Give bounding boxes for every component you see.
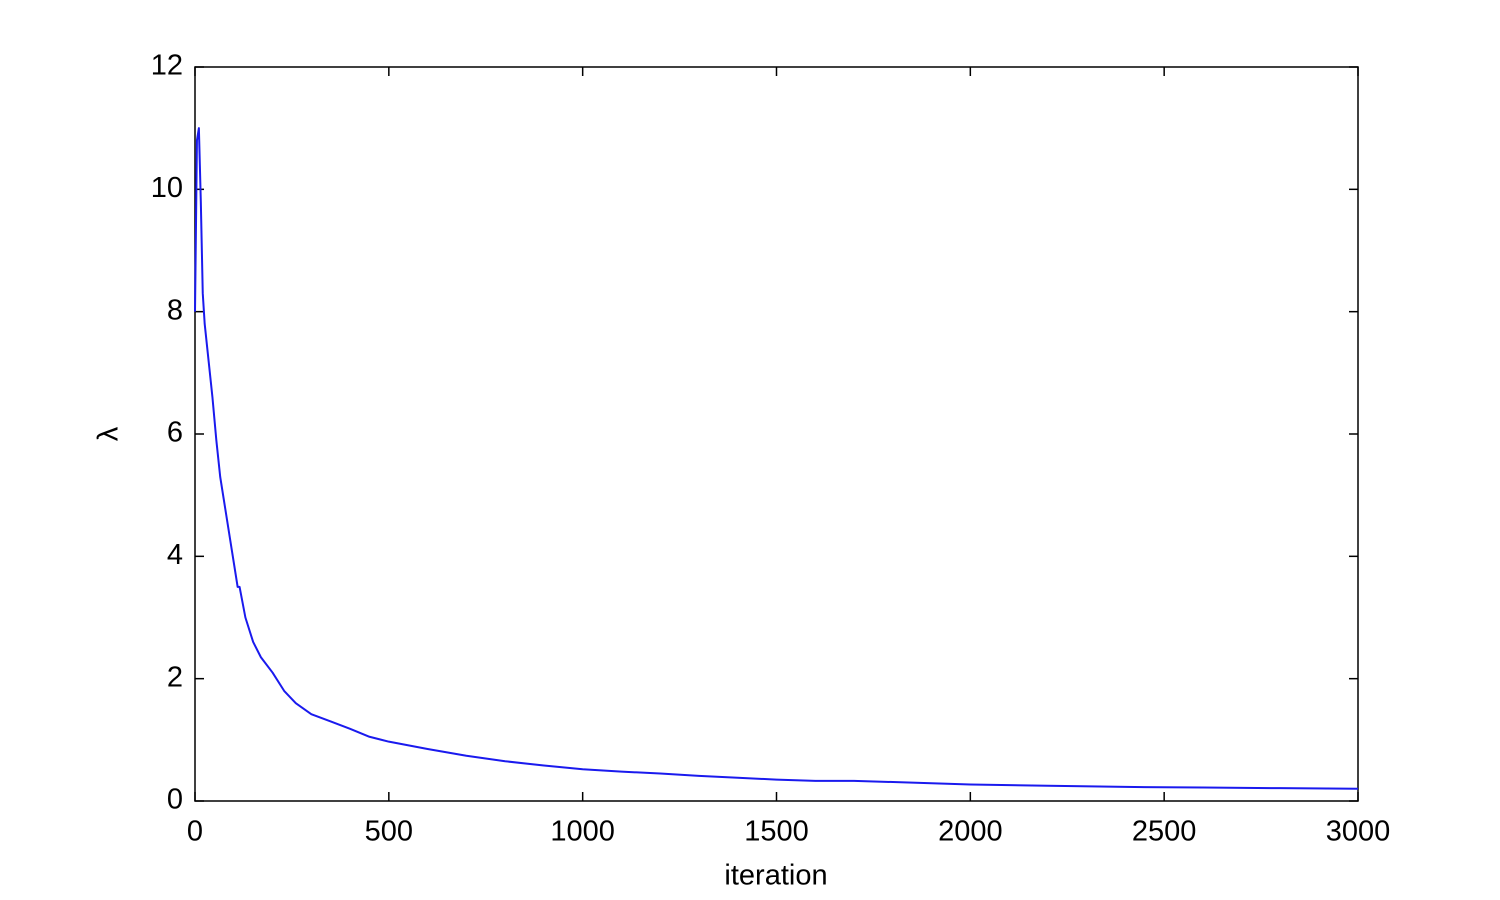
y-tick-label: 10 xyxy=(151,172,183,204)
y-tick-label: 8 xyxy=(167,294,183,326)
x-tick-label: 1000 xyxy=(550,816,615,848)
y-tick-label: 12 xyxy=(151,50,183,82)
y-tick-label: 2 xyxy=(167,661,183,693)
x-tick-label: 0 xyxy=(187,816,203,848)
x-tick-label: 3000 xyxy=(1326,816,1391,848)
x-tick-label: 500 xyxy=(365,816,413,848)
y-tick-label: 0 xyxy=(167,784,183,816)
y-tick-label: 4 xyxy=(167,539,183,571)
y-tick-label: 6 xyxy=(167,417,183,449)
x-tick-label: 1500 xyxy=(744,816,809,848)
x-tick-label: 2000 xyxy=(938,816,1003,848)
x-tick-label: 2500 xyxy=(1132,816,1197,848)
plot-frame xyxy=(194,66,1359,802)
y-axis-label: λ xyxy=(93,426,125,441)
data-line xyxy=(194,127,1359,790)
x-axis-label: iteration xyxy=(724,860,827,892)
